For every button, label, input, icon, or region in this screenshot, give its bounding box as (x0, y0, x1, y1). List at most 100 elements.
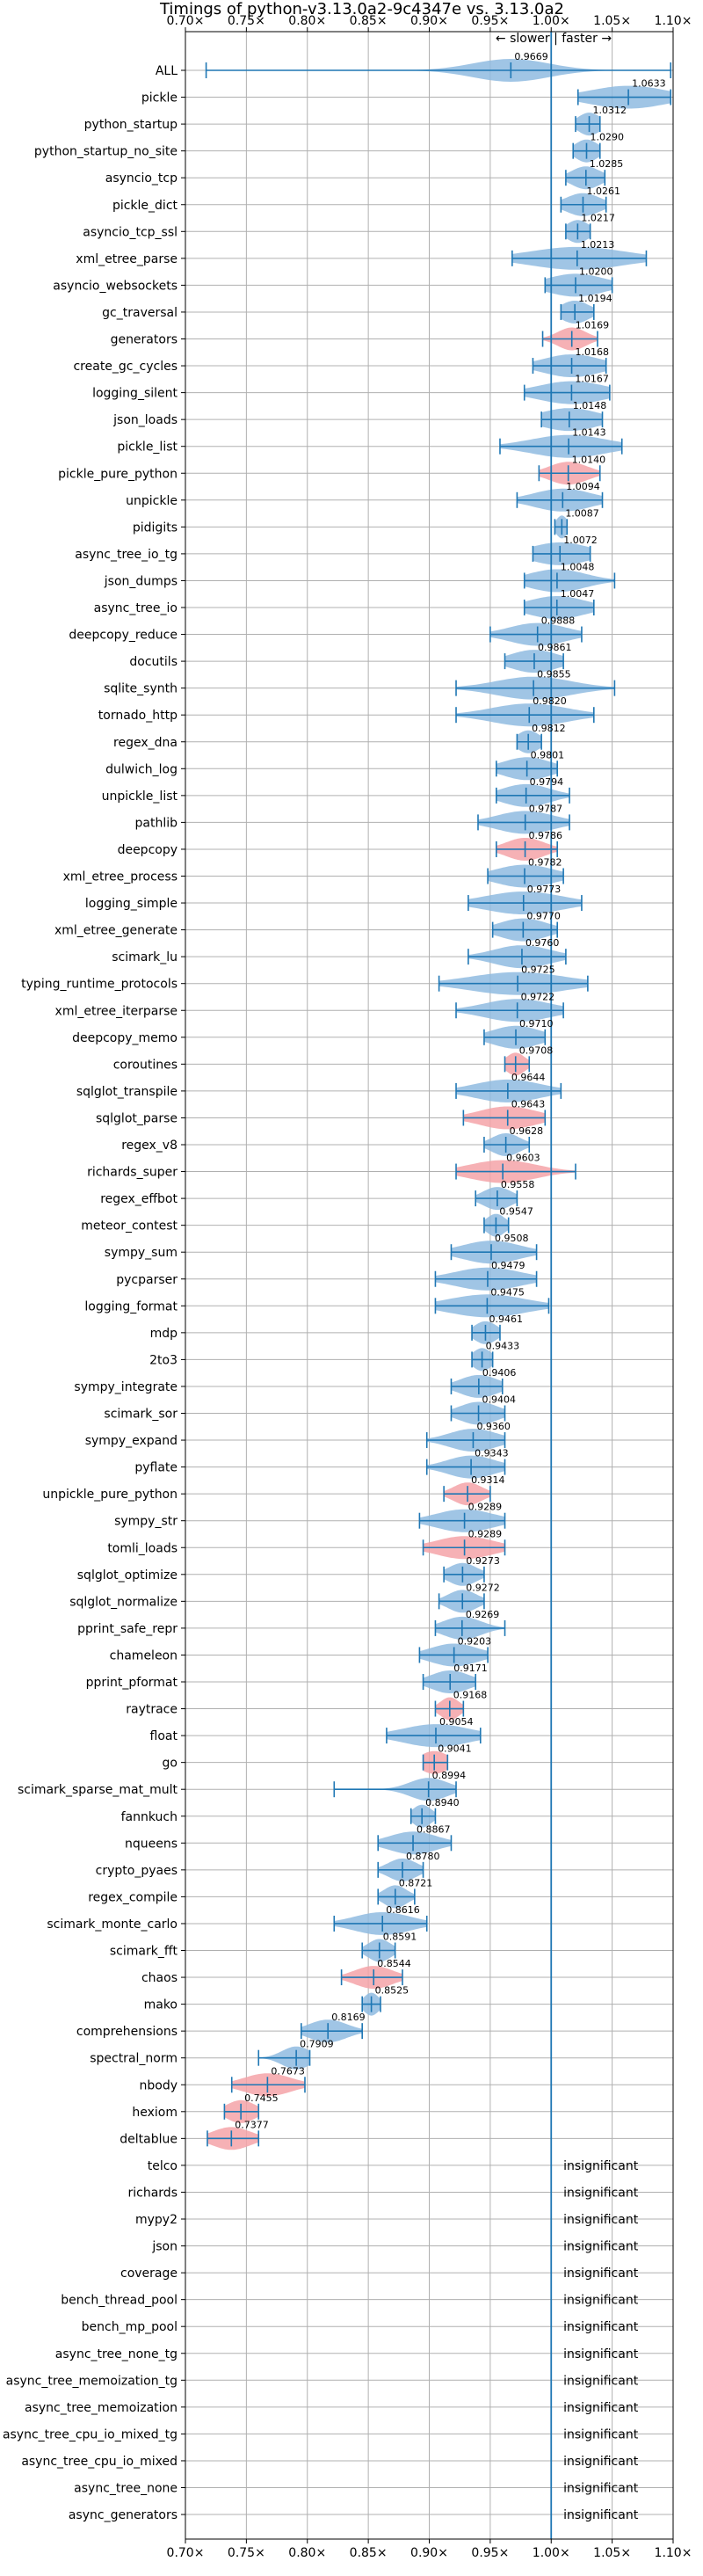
benchmark-label: generators (111, 333, 178, 347)
value-label-tomli_loads: 0.9289 (468, 1528, 503, 1539)
value-label-sympy_expand: 0.9360 (476, 1421, 511, 1432)
value-label-scimark_monte_carlo: 0.8616 (386, 1904, 420, 1916)
benchmark-label: unpickle_pure_python (42, 1488, 178, 1502)
x-tick-label-bottom: 0.85× (350, 2546, 388, 2560)
benchmark-label: mypy2 (135, 2213, 178, 2227)
benchmark-label: bench_thread_pool (61, 2294, 178, 2308)
benchmark-label: deltablue (120, 2132, 178, 2146)
benchmark-label: coverage (120, 2267, 178, 2281)
value-label-2to3: 0.9433 (486, 1340, 520, 1351)
x-tick-label-top: 1.00× (533, 14, 570, 28)
benchmark-label: typing_runtime_protocols (21, 978, 178, 992)
benchmark-label: mdp (150, 1327, 178, 1341)
insignificant-label: insignificant (563, 2320, 639, 2334)
benchmark-label: scimark_sor (104, 1408, 178, 1422)
benchmark-label: logging_silent (92, 387, 178, 401)
value-label-raytrace: 0.9168 (453, 1690, 488, 1701)
benchmark-label: chameleon (110, 1648, 178, 1663)
value-label-unpickle_list: 0.9794 (530, 776, 564, 788)
benchmark-label: async_tree_io_tg (75, 548, 178, 562)
value-label-mdp: 0.9461 (489, 1313, 523, 1325)
value-label-scimark_sparse_mat_mult: 0.8994 (432, 1770, 466, 1781)
value-label-meteor_contest: 0.9547 (499, 1206, 533, 1218)
value-label-scimark_lu: 0.9760 (525, 937, 560, 949)
x-tick-label-bottom: 0.90× (410, 2546, 448, 2560)
value-label-nqueens: 0.8867 (417, 1823, 451, 1835)
benchmark-label: deepcopy (118, 843, 178, 857)
benchmark-label: asyncio_tcp (105, 171, 178, 186)
benchmark-label: pickle_list (117, 440, 178, 455)
violin-layer (205, 32, 672, 2539)
benchmark-label: xml_etree_parse (76, 252, 178, 266)
value-label-go: 0.9041 (438, 1743, 471, 1755)
value-label-pickle_dict: 1.0261 (586, 186, 620, 197)
value-label-sqlglot_parse: 0.9643 (511, 1098, 546, 1110)
x-tick-label-top: 0.90× (410, 14, 448, 28)
benchmark-label: regex_dna (113, 736, 178, 750)
benchmark-label: scimark_fft (110, 1945, 178, 1959)
value-label-deepcopy_reduce: 0.9888 (541, 615, 576, 627)
value-label-python_startup_no_site: 1.0290 (590, 132, 624, 143)
value-label-sympy_integrate: 0.9406 (482, 1367, 517, 1379)
benchmark-label: meteor_contest (81, 1219, 178, 1233)
benchmark-label: sympy_str (114, 1515, 178, 1529)
value-label-pyflate: 0.9343 (475, 1448, 509, 1459)
benchmark-label: docutils (129, 655, 178, 669)
insignificant-label: insignificant (563, 2267, 639, 2281)
insignificant-label: insignificant (563, 2213, 639, 2227)
value-label-pycparser: 0.9479 (491, 1260, 525, 1271)
value-label-hexiom: 0.7455 (244, 2092, 279, 2104)
value-label-scimark_fft: 0.8591 (383, 1932, 417, 1943)
insignificant-label: insignificant (563, 2186, 639, 2200)
chart-title: Timings of python-v3.13.0a2-9c4347e vs. … (159, 0, 564, 18)
x-tick-label-bottom: 0.95× (471, 2546, 509, 2560)
value-label-logging_silent: 1.0167 (575, 374, 609, 385)
value-label-docutils: 0.9861 (538, 642, 572, 653)
benchmark-label: regex_effbot (100, 1192, 178, 1206)
value-label-gc_traversal: 1.0194 (578, 293, 612, 304)
benchmark-label: sqlglot_transpile (76, 1085, 178, 1099)
x-tick-label-bottom: 0.80× (288, 2546, 326, 2560)
benchmark-label: pickle_pure_python (58, 467, 178, 481)
x-tick-label-top: 1.10× (655, 14, 692, 28)
benchmark-label: tomli_loads (107, 1541, 178, 1555)
value-label-logging_simple: 0.9773 (527, 884, 562, 895)
value-label-sqlite_synth: 0.9855 (537, 669, 571, 680)
benchmark-label: go (163, 1757, 178, 1771)
benchmark-label: xml_etree_process (63, 870, 178, 884)
value-label-scimark_sor: 0.9404 (482, 1394, 517, 1406)
value-label-pprint_safe_repr: 0.9269 (466, 1609, 500, 1620)
benchmark-label: float (150, 1729, 178, 1743)
value-label-sqlglot_transpile: 0.9644 (511, 1072, 546, 1083)
x-tick-label-top: 0.75× (228, 14, 265, 28)
benchmark-label: asyncio_tcp_ssl (83, 225, 178, 239)
value-label-deepcopy: 0.9786 (529, 830, 563, 841)
insignificant-label: insignificant (563, 2159, 639, 2173)
value-label-xml_etree_iterparse: 0.9722 (521, 991, 555, 1002)
value-label-spectral_norm: 0.7909 (300, 2039, 334, 2050)
benchmark-label: async_tree_io (94, 601, 178, 615)
benchmark-label: coroutines (113, 1058, 178, 1072)
benchmark-label: sympy_integrate (74, 1380, 178, 1394)
benchmark-label: async_tree_none (74, 2482, 178, 2496)
value-label-pickle: 1.0633 (632, 78, 666, 90)
value-label-nbody: 0.7673 (271, 2065, 305, 2077)
benchmark-label: json (151, 2240, 178, 2254)
value-label-xml_etree_parse: 1.0213 (581, 239, 615, 251)
insignificant-label: insignificant (563, 2508, 639, 2522)
benchmark-label: pickle_dict (112, 199, 178, 213)
benchmark-label: hexiom (132, 2106, 178, 2120)
x-tick-label-bottom: 1.05× (593, 2546, 631, 2560)
benchmark-label: regex_compile (88, 1890, 178, 1904)
benchmark-label: 2to3 (149, 1353, 178, 1367)
benchmark-label: nqueens (125, 1837, 178, 1851)
plot-frame (185, 31, 674, 2540)
x-tick-label-top: 0.85× (350, 14, 388, 28)
benchmark-label: chaos (141, 1971, 178, 1985)
benchmark-label: async_generators (69, 2508, 178, 2522)
value-label-pathlib: 0.9787 (529, 803, 563, 814)
value-label-json_loads: 1.0148 (573, 400, 607, 411)
value-label-richards_super: 0.9603 (506, 1153, 540, 1164)
benchmark-label: deepcopy_memo (72, 1031, 178, 1045)
